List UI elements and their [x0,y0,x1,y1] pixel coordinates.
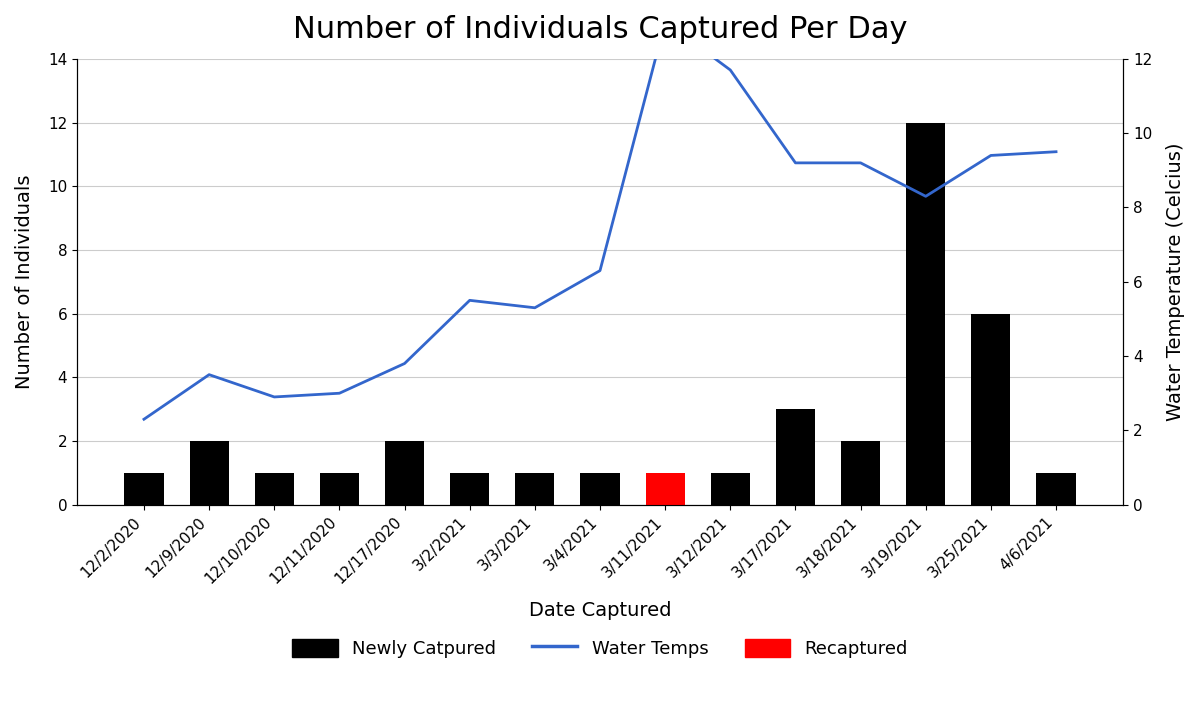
X-axis label: Date Captured: Date Captured [529,601,671,619]
Bar [125,473,163,505]
Bar [906,123,946,505]
Bar [190,441,229,505]
Bar [385,441,424,505]
Bar [710,473,750,505]
Bar [320,473,359,505]
Bar [581,473,619,505]
Bar [1037,473,1075,505]
Bar [254,473,294,505]
Y-axis label: Water Temperature (Celcius): Water Temperature (Celcius) [1166,143,1186,421]
Legend: Newly Catpured, Water Temps, Recaptured: Newly Catpured, Water Temps, Recaptured [286,632,914,665]
Bar [515,473,554,505]
Bar [646,473,685,505]
Bar [776,409,815,505]
Title: Number of Individuals Captured Per Day: Number of Individuals Captured Per Day [293,15,907,44]
Bar [450,473,490,505]
Bar [841,441,880,505]
Y-axis label: Number of Individuals: Number of Individuals [14,174,34,389]
Bar [971,314,1010,505]
